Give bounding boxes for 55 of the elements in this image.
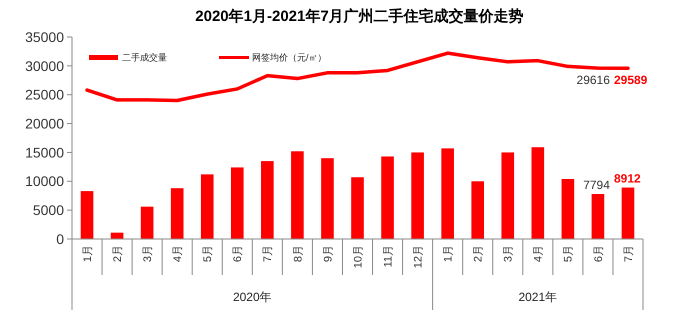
x-tick-label: 1月: [442, 245, 455, 262]
x-tick-label: 5月: [562, 245, 575, 262]
bar: [261, 161, 274, 239]
x-tick-label: 11月: [382, 245, 394, 268]
chart-title: 2020年1月-2021年7月广州二手住宅成交量价走势: [195, 7, 524, 25]
data-label: 7794: [583, 178, 610, 192]
text: 2020年: [232, 290, 272, 304]
legend-label: 二手成交量: [122, 52, 167, 63]
bar: [532, 147, 544, 239]
bar: [291, 151, 304, 239]
bar: [140, 206, 154, 239]
text: 2021年: [518, 290, 558, 304]
y-tick-label: 5000: [32, 202, 64, 218]
x-tick-label: 8月: [292, 245, 304, 262]
bar: [321, 158, 334, 239]
bar: [562, 178, 574, 239]
x-tick-label: 4月: [172, 245, 184, 262]
x-tick-label: 5月: [202, 245, 214, 262]
bar: [230, 167, 244, 239]
data-label: 29616: [576, 73, 610, 88]
bar: [351, 177, 364, 239]
y-tick-label: 25000: [25, 86, 64, 103]
bar: [471, 181, 484, 239]
x-tick-label: 6月: [592, 245, 605, 262]
x-tick-label: 1月: [82, 245, 94, 262]
x-tick-label: 4月: [532, 245, 545, 262]
bar: [441, 148, 454, 239]
bar: [381, 156, 394, 239]
bar: [80, 191, 94, 239]
y-tick-label: 10000: [25, 173, 64, 190]
y-tick-label: 15000: [25, 144, 64, 160]
x-tick-label: 2月: [112, 245, 124, 262]
x-tick-label: 10月: [352, 245, 364, 268]
y-tick-label: 35000: [25, 28, 64, 45]
x-tick-label: 12月: [412, 245, 424, 268]
bar: [622, 188, 634, 239]
bar: [592, 194, 604, 239]
x-tick-label: 3月: [142, 245, 154, 262]
x-tick-label: 3月: [502, 245, 515, 262]
x-tick-label: 9月: [322, 245, 334, 262]
bar: [411, 152, 424, 239]
y-tick-label: 0: [56, 230, 64, 247]
x-tick-label: 2月: [472, 245, 485, 262]
data-label: 8912: [614, 172, 641, 186]
bar: [501, 152, 514, 239]
y-tick-label: 30000: [25, 58, 64, 74]
x-tick-label: 6月: [232, 245, 244, 262]
data-label: 29589: [614, 73, 648, 88]
bar: [200, 174, 214, 239]
x-tick-label: 7月: [622, 245, 635, 262]
y-tick-label: 20000: [25, 115, 64, 132]
legend-label: 网签均价（元/㎡）: [252, 52, 327, 63]
bar: [110, 232, 124, 239]
bar: [170, 188, 184, 239]
x-tick-label: 7月: [262, 245, 274, 262]
